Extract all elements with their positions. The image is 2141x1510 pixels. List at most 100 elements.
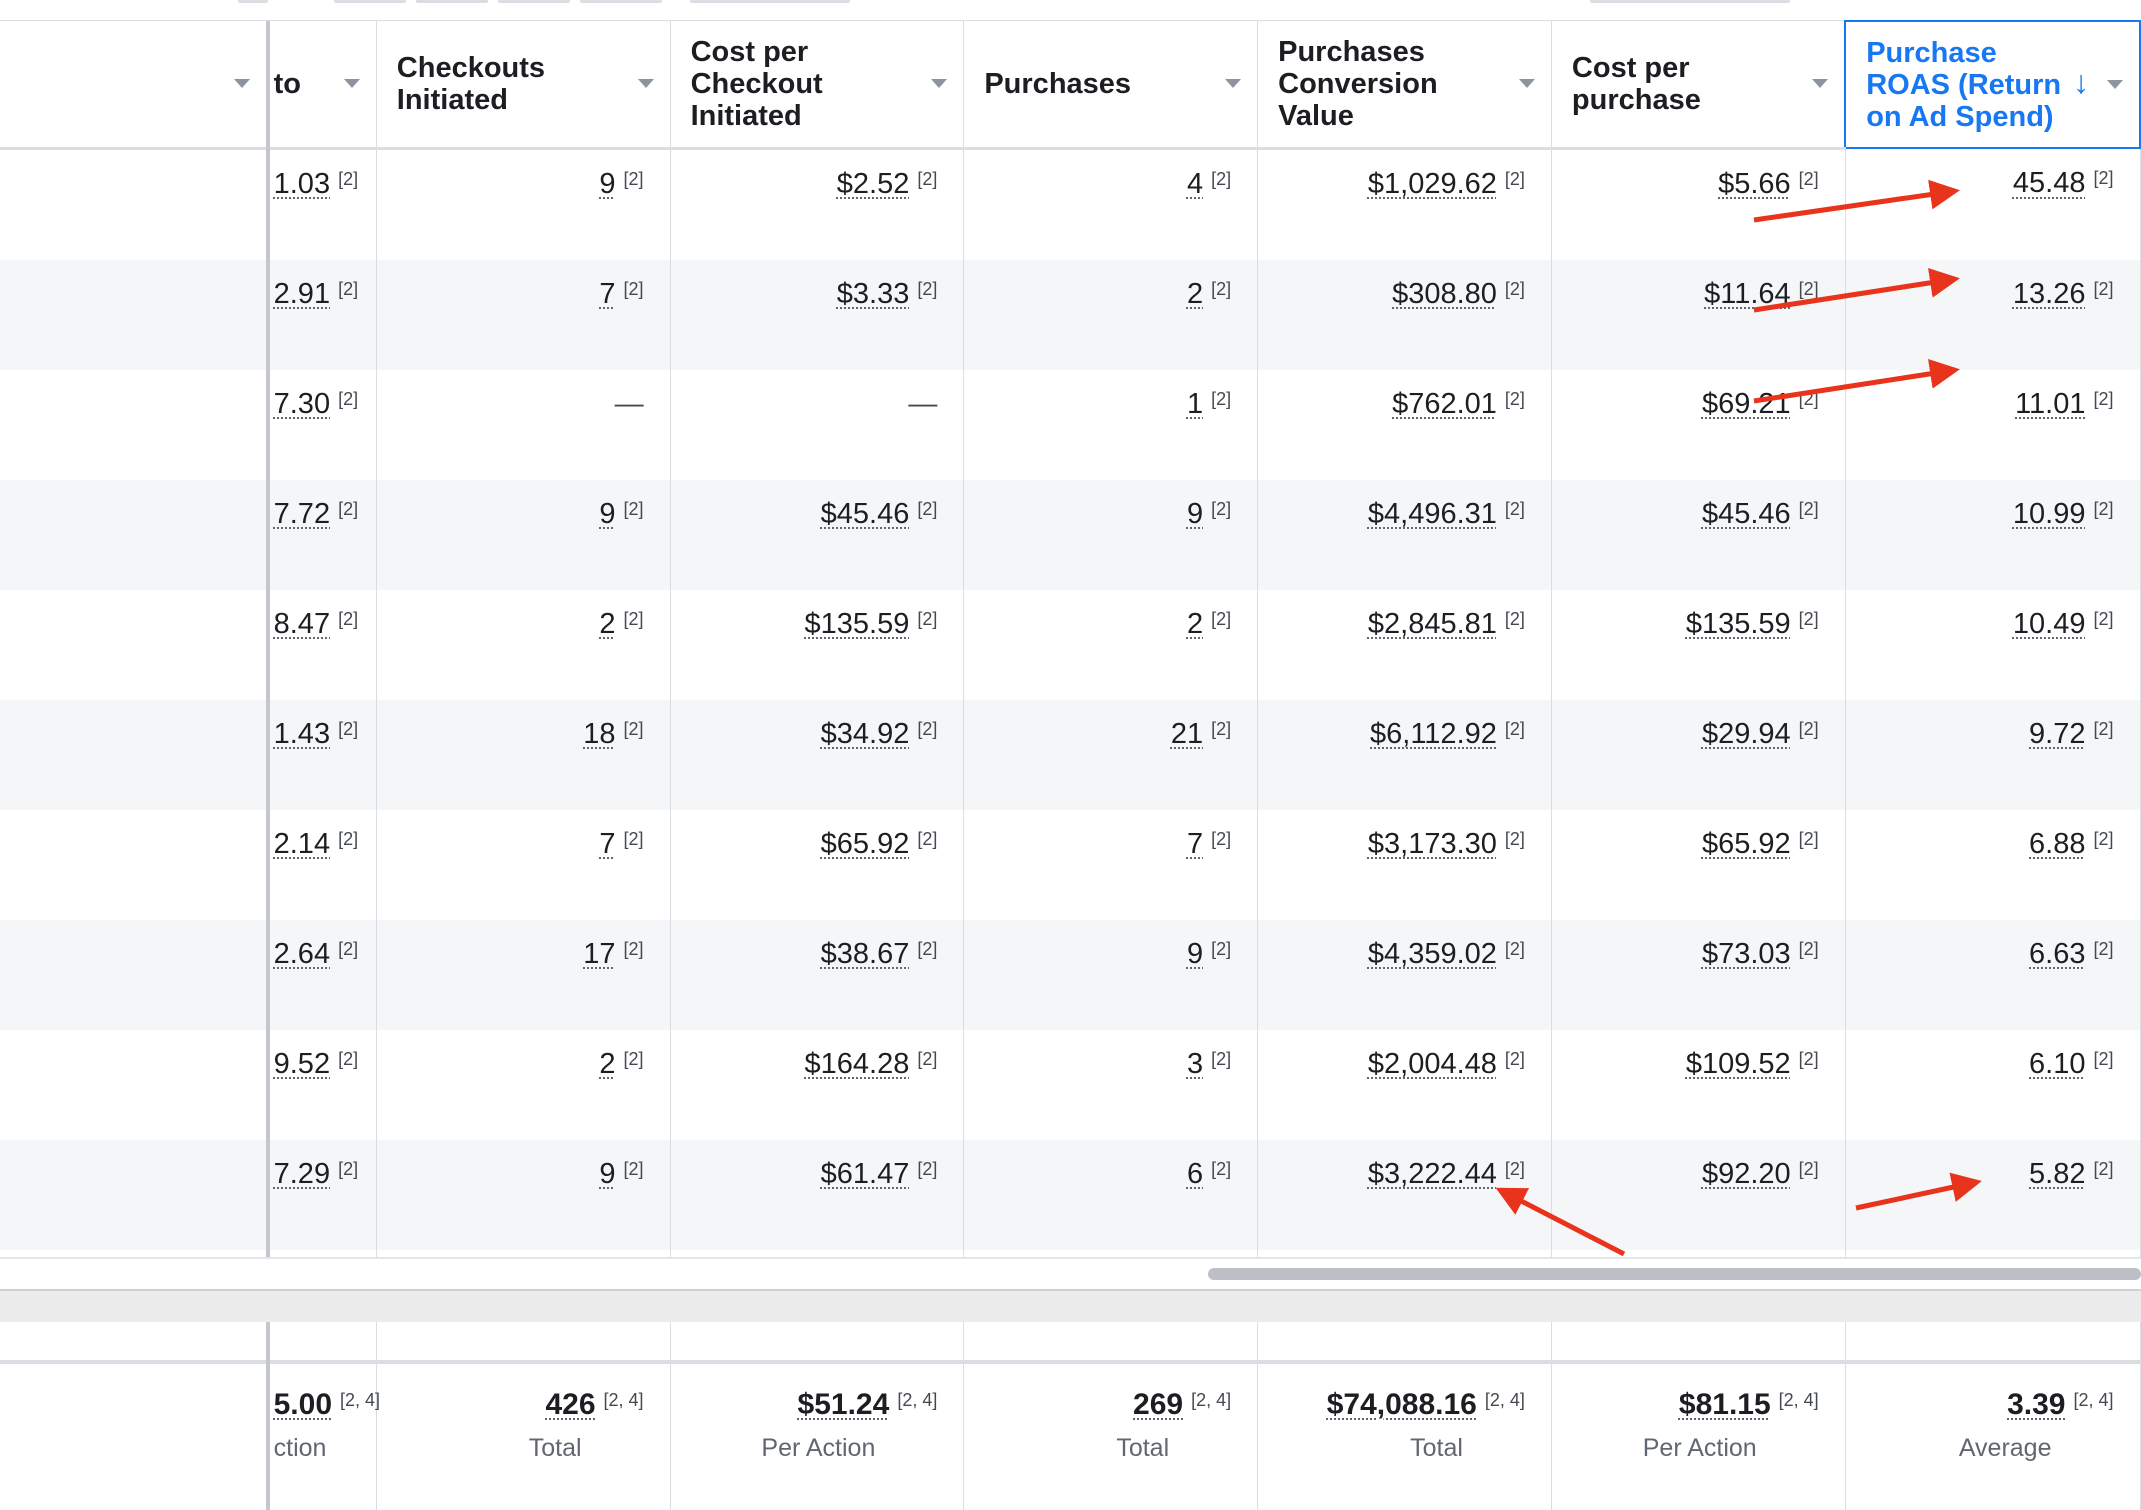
- metric-value[interactable]: 11.01: [2015, 387, 2086, 420]
- column-header-cost-per-purchase[interactable]: Cost per purchase: [1551, 21, 1846, 150]
- metric-value[interactable]: 3: [1186, 1047, 1204, 1080]
- column-header-name[interactable]: [0, 21, 270, 150]
- metric-value[interactable]: 7.72: [273, 497, 331, 530]
- metric-value[interactable]: $762.01: [1392, 387, 1497, 420]
- metric-value[interactable]: 10.49: [2012, 607, 2086, 640]
- metric-value[interactable]: $45.46: [820, 497, 910, 530]
- footnote-marker[interactable]: [2]: [1798, 1158, 1819, 1179]
- metric-value[interactable]: 2.14: [273, 827, 331, 860]
- metric-value[interactable]: 7: [1186, 827, 1204, 860]
- metric-value[interactable]: 4: [1186, 167, 1204, 200]
- footnote-marker[interactable]: [2]: [2093, 168, 2114, 188]
- metric-value[interactable]: $3,173.30: [1367, 827, 1497, 860]
- metric-value[interactable]: $109.52: [1685, 1047, 1791, 1080]
- footnote-marker[interactable]: [2]: [2093, 278, 2114, 299]
- footnote-marker[interactable]: [2]: [2093, 388, 2114, 409]
- chevron-down-icon[interactable]: [931, 79, 948, 88]
- footnote-marker[interactable]: [2]: [917, 1158, 938, 1179]
- footnote-marker[interactable]: [2]: [338, 388, 359, 409]
- footnote-marker[interactable]: [2]: [1504, 388, 1525, 409]
- metric-value[interactable]: 7: [599, 827, 616, 860]
- chevron-down-icon[interactable]: [343, 79, 360, 88]
- metric-value[interactable]: 1: [1186, 387, 1204, 420]
- metric-value[interactable]: $3,222.44: [1367, 1157, 1497, 1190]
- footnote-marker[interactable]: [2]: [1504, 498, 1525, 519]
- metric-value[interactable]: 6.63: [2029, 937, 2086, 970]
- metric-value[interactable]: $5.66: [1718, 167, 1791, 200]
- summary-value[interactable]: $74,088.16: [1326, 1387, 1477, 1421]
- footnote-marker[interactable]: [2]: [2093, 608, 2114, 629]
- footnote-marker[interactable]: [2]: [917, 718, 938, 739]
- metric-value[interactable]: 2.91: [273, 277, 331, 310]
- metric-value[interactable]: 7.30: [273, 387, 331, 420]
- summary-value[interactable]: 5.00: [273, 1387, 333, 1421]
- ad-name-cell[interactable]: [0, 919, 270, 1030]
- ad-name-cell[interactable]: [0, 809, 270, 920]
- footnote-marker[interactable]: [2]: [1504, 938, 1525, 959]
- chevron-down-icon[interactable]: [1812, 79, 1829, 88]
- metric-value[interactable]: $29.94: [1701, 717, 1791, 750]
- metric-value[interactable]: $164.28: [804, 1047, 910, 1080]
- column-header-truncated[interactable]: to: [267, 21, 377, 150]
- footnote-marker[interactable]: [2]: [338, 938, 359, 959]
- ad-name-cell[interactable]: [0, 589, 270, 700]
- metric-value[interactable]: 2: [599, 607, 616, 640]
- metric-value[interactable]: 7.29: [273, 1157, 331, 1190]
- footnote-marker[interactable]: [2]: [623, 1158, 644, 1179]
- footnote-marker[interactable]: [2]: [1504, 828, 1525, 849]
- footnote-marker[interactable]: [2, 4]: [2073, 1389, 2114, 1410]
- footnote-marker[interactable]: [2]: [1504, 278, 1525, 299]
- metric-value[interactable]: 2.64: [273, 937, 331, 970]
- metric-value[interactable]: $73.03: [1701, 937, 1791, 970]
- metric-value[interactable]: $65.92: [1701, 827, 1791, 860]
- metric-value[interactable]: 2: [599, 1047, 616, 1080]
- footnote-marker[interactable]: [2]: [623, 938, 644, 959]
- summary-value[interactable]: 3.39: [2007, 1387, 2066, 1421]
- footnote-marker[interactable]: [2, 4]: [603, 1389, 644, 1410]
- metric-value[interactable]: $3.33: [836, 277, 910, 310]
- metric-value[interactable]: $308.80: [1392, 277, 1497, 310]
- footnote-marker[interactable]: [2]: [1211, 498, 1232, 519]
- metric-value[interactable]: 8.47: [273, 607, 331, 640]
- metric-value[interactable]: 9: [599, 497, 616, 530]
- chevron-down-icon[interactable]: [1225, 79, 1242, 88]
- footnote-marker[interactable]: [2]: [1798, 278, 1819, 299]
- chevron-down-icon[interactable]: [637, 79, 654, 88]
- table-row[interactable]: 2.64 [2] 17 [2] $38.67 [2] 9 [2] $4,359.02 [2] $73…: [0, 919, 2141, 1030]
- metric-value[interactable]: 6.88: [2029, 827, 2086, 860]
- footnote-marker[interactable]: [2]: [1211, 1048, 1232, 1069]
- metric-value[interactable]: $1,029.62: [1367, 167, 1497, 200]
- footnote-marker[interactable]: [2]: [1211, 608, 1232, 629]
- ad-name-cell[interactable]: [0, 699, 270, 810]
- ad-name-cell[interactable]: [0, 1029, 270, 1140]
- footnote-marker[interactable]: [2]: [623, 168, 644, 189]
- footnote-marker[interactable]: [2]: [338, 1048, 359, 1069]
- metric-value[interactable]: $69.21: [1701, 387, 1791, 420]
- metric-value[interactable]: $61.47: [820, 1157, 910, 1190]
- table-row[interactable]: 7.30 [2] — — 1 [2] $762.01 [2] $69.21 [2] 11.01 [2]: [0, 369, 2141, 480]
- table-row[interactable]: 9.52 [2] 2 [2] $164.28 [2] 3 [2] $2,004.48 [2] $10…: [0, 1029, 2141, 1140]
- metric-value[interactable]: $38.67: [820, 937, 910, 970]
- metric-value[interactable]: 17: [583, 937, 616, 970]
- footnote-marker[interactable]: [2]: [2093, 1048, 2114, 1069]
- chevron-down-icon[interactable]: [233, 79, 250, 88]
- footnote-marker[interactable]: [2]: [2093, 498, 2114, 519]
- footnote-marker[interactable]: [2]: [1798, 388, 1819, 409]
- footnote-marker[interactable]: [2]: [1798, 938, 1819, 959]
- metric-value[interactable]: 2: [1186, 277, 1204, 310]
- footnote-marker[interactable]: [2]: [338, 278, 359, 299]
- metric-value[interactable]: 9.72: [2029, 717, 2086, 750]
- metric-value[interactable]: 9: [599, 1157, 616, 1190]
- footnote-marker[interactable]: [2, 4]: [897, 1389, 938, 1410]
- horizontal-scrollbar[interactable]: [1208, 1268, 2141, 1280]
- column-header-conversion-value[interactable]: Purchases Conversion Value: [1257, 21, 1552, 150]
- metric-value[interactable]: 9: [1186, 497, 1204, 530]
- footnote-marker[interactable]: [2]: [1211, 388, 1232, 409]
- footnote-marker[interactable]: [2]: [338, 1158, 359, 1179]
- column-header-purchase-roas[interactable]: Purchase ROAS (Return on Ad Spend) ↓: [1844, 20, 2141, 149]
- metric-value[interactable]: $4,496.31: [1367, 497, 1497, 530]
- footnote-marker[interactable]: [2, 4]: [1778, 1389, 1819, 1410]
- metric-value[interactable]: 21: [1170, 717, 1204, 750]
- metric-value[interactable]: $135.59: [1685, 607, 1791, 640]
- metric-value[interactable]: 18: [583, 717, 616, 750]
